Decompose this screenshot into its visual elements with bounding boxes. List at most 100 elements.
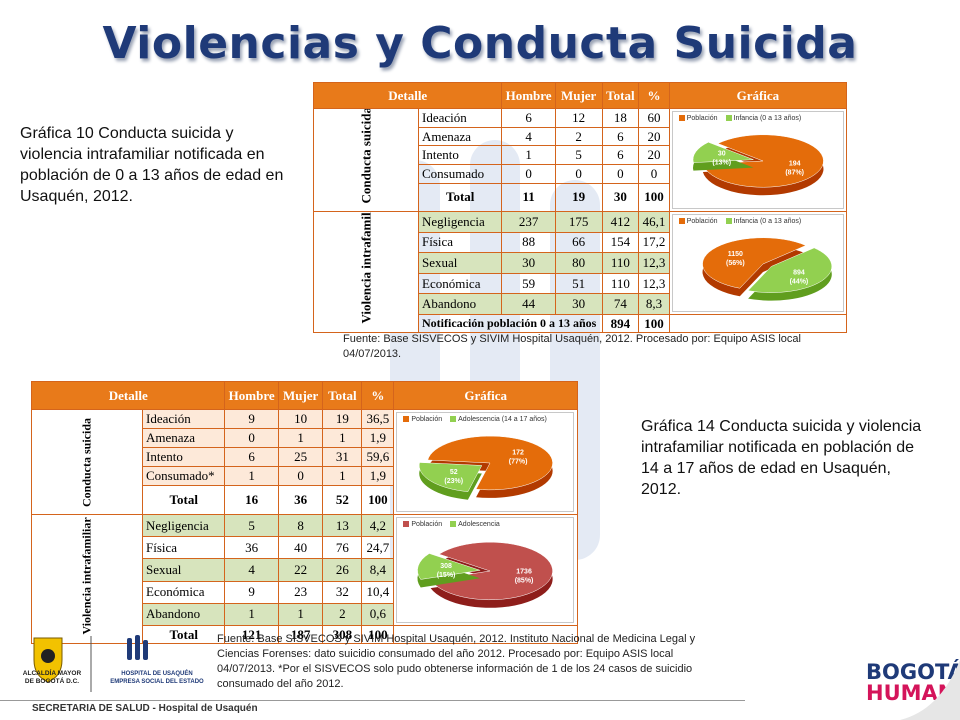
cell-mujer: 1 [277,428,324,449]
cell-hombre: 44 [501,293,556,315]
cell-pct: 59,6 [361,447,395,468]
cell-hombre: 6 [501,108,556,128]
cell-mujer: 66 [554,231,603,254]
row-label: Física [141,536,226,560]
pie-data-label: 1736 (85%) [515,568,534,584]
legend-label: Infancia (0 a 13 años) [733,218,802,225]
header-pct: % [638,82,670,109]
row-label: Intento [417,145,503,166]
row-label: Total [141,485,226,515]
row-label: Ideación [417,108,503,128]
cell-total: 76 [322,536,363,560]
cell-hombre: 0 [224,428,279,449]
pie-chart: Población Infancia (0 a 13 años) 194 (87%) 3… [671,111,844,209]
source-note-bottom: Fuente: Base SISVECOS y SIVIM Hospital U… [217,633,696,690]
cell-total: 154 [601,231,640,254]
group-label-conducta-suicida: Conducta suicida [313,108,419,212]
pie-svg: 194 (87%) 30 (13%) [692,134,824,196]
hospital-type: EMPRESA SOCIAL DEL ESTADO [110,679,204,685]
cell-mujer: 0 [277,466,324,487]
source-note-top: Fuente: Base SISVECOS y SIVIM Hospital U… [343,333,801,360]
cell-mujer: 175 [554,211,603,233]
table-row-total: Total 16 36 52 100 [32,485,578,515]
chart-cell: Población Adolescencia (14 a 17 años) 172(… [393,409,578,515]
footer-divider [0,700,745,701]
legend-label: Población [411,416,443,423]
legend-label: Población [686,218,718,225]
cell-hombre: 237 [501,211,556,233]
org-left-line2: DE BOGOTÁ D.C. [24,678,80,685]
table-children-0-13: Detalle Hombre Mujer Total % Gráfica Con… [312,82,848,333]
cell-hombre: 0 [501,164,556,184]
cell-pct: 10,4 [361,580,395,604]
row-label: Abandono [141,602,226,627]
table-row: Amenaza 0 1 1 1,9 [32,428,578,449]
cell-pct: 100 [638,314,670,333]
cell-total: 894 [601,314,640,333]
header-pct: % [361,381,395,410]
cell-total: 30 [601,182,640,213]
cell-total: 1 [322,466,363,487]
cell-pct: 17,2 [638,231,670,254]
table-row: Consumado 0 0 0 0 [314,164,847,184]
header-total: Total [601,82,640,109]
cell-pct: 1,9 [361,466,395,487]
table-row: Violencia intrafamiliar Negligencia 237 175… [313,211,848,333]
legend-swatch [450,521,457,528]
cell-total: 110 [601,272,640,295]
pie-data-label: 52 (23%) [445,469,464,485]
cell-pct: 24,7 [361,536,395,560]
cell-total: 26 [322,558,363,582]
legend-item: Población [678,218,718,225]
legend-item: Población [678,115,718,122]
legend-swatch [403,416,410,423]
cell-mujer: 36 [277,485,324,515]
pie-data-label: 894 (44%) [789,269,808,285]
cell-mujer: 5 [554,145,603,166]
cell-total: 412 [601,211,640,233]
pie-slice [430,541,554,601]
cell-hombre: 121 [224,625,279,644]
cell-mujer: 187 [277,625,324,644]
row-label: Amenaza [141,428,226,449]
cell-pct: 100 [361,485,395,515]
cell-mujer: 1 [277,602,324,627]
institution-logos: ALCALDÍA MAYOR DE BOGOTÁ D.C. HOSPITAL D… [22,634,212,694]
header-mujer: Mujer [554,82,603,109]
pie-chart: Población Adolescencia (14 a 17 años) 172(… [396,412,575,512]
cell-hombre: 9 [224,408,279,430]
table-row: Violencia intrafamiliar Negligencia 5 8 13 4,… [31,513,578,644]
header-grafica: Gráfica [668,82,848,109]
pie-data-label: 1150 (56%) [726,251,745,267]
legend-item: Infancia (0 a 13 años) [725,218,802,225]
table-row: Consumado* 1 0 1 1,9 [32,466,578,487]
cell-hombre: 4 [501,126,556,147]
pie-svg: 172 (77%) 52 (23%) [419,435,554,500]
cell-hombre: 1 [501,145,556,166]
legend-swatch [450,416,457,423]
table-row: Intento 1 5 6 20 [314,145,847,166]
header-hombre: Hombre [224,381,279,410]
bogota-word: BOGOTÁ [866,660,960,684]
pie-slice [427,435,554,491]
table-row: Abandono 44 30 74 8,3 [314,293,847,315]
legend-swatch [678,115,685,122]
table-row: Intento 6 25 31 59,6 [32,447,578,468]
legend-item: Adolescencia (14 a 17 años) [450,416,547,423]
cell-hombre: 1 [224,466,279,487]
legend-swatch [403,521,410,528]
cell-total: 13 [322,513,363,538]
cell-pct: 20 [638,126,670,147]
cell-total: 18 [601,108,640,128]
row-label: Negligencia [141,513,226,538]
chart-cell-empty [393,625,578,644]
table-row: Sexual 4 22 26 8,4 [32,558,578,582]
row-label: Económica [141,580,226,604]
cell-mujer: 10 [277,408,324,430]
cell-total: 6 [601,145,640,166]
legend-label: Infancia (0 a 13 años) [733,115,802,122]
pie-svg: 1150 (56%) 894 (44%) [702,237,832,301]
legend-item: Población [403,416,442,423]
row-label: Amenaza [417,126,503,147]
chart-legend: Población Infancia (0 a 13 años) [673,112,843,122]
